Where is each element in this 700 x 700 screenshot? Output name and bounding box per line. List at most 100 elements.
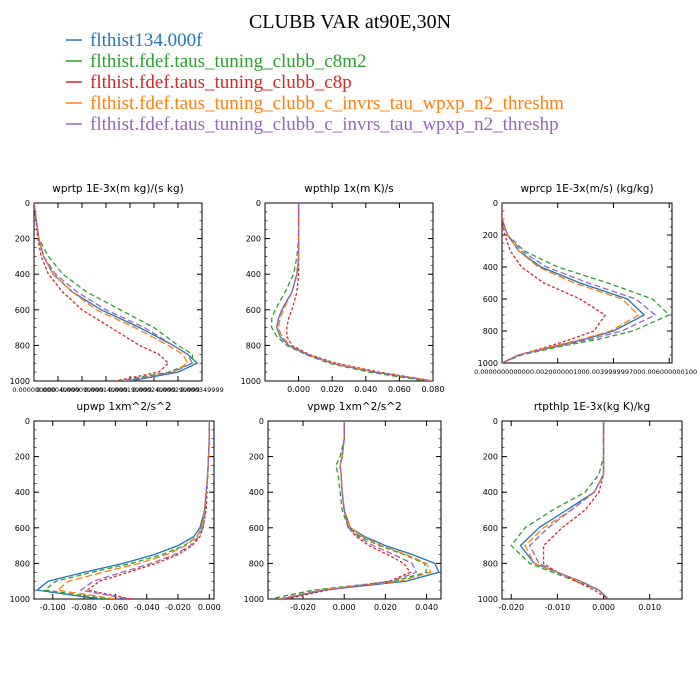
x-tick-label: -0.080: [71, 603, 97, 612]
y-tick-label: 400: [483, 488, 498, 497]
chart-panel: wpthlp 1x(m K)/s 0 200 400 600 800 1000 0.000 0.…: [241, 183, 445, 394]
x-tick-label: 0.000149999: [84, 386, 127, 394]
chart-panels: wprtp 1E-3x(m kg)/(s kg) 0 200 400 600 800 100…: [10, 183, 697, 612]
y-tick-label: 0: [259, 417, 264, 426]
x-tick-label: -0.040: [134, 603, 160, 612]
y-tick-label: 400: [483, 263, 498, 272]
y-tick-label: 400: [249, 488, 264, 497]
x-tick-label: -0.010: [544, 603, 570, 612]
series-line: [510, 421, 609, 599]
series-line: [502, 203, 657, 363]
legend: flthist134.000fflthist.fdef.taus_tuning_…: [66, 30, 564, 135]
y-tick-label: 600: [246, 306, 261, 315]
x-tick-label: 0.003999999700: [586, 368, 642, 376]
series-line: [276, 203, 433, 381]
y-tick-label: 800: [483, 559, 498, 568]
series-line: [55, 421, 210, 599]
legend-label: flthist.fdef.taus_tuning_clubb_c8m2: [90, 51, 367, 72]
y-tick-label: 200: [246, 235, 261, 244]
x-tick-label: 0.000: [592, 603, 615, 612]
y-tick-label: 1000: [478, 359, 498, 368]
panel-title: rtpthlp 1E-3x(kg K)/kg: [534, 401, 650, 413]
series-line: [43, 421, 210, 599]
plot-frame: [33, 202, 203, 382]
series-line: [282, 421, 418, 599]
y-tick-label: 600: [15, 524, 30, 533]
plot-frame: [501, 420, 683, 600]
y-tick-label: 400: [15, 270, 30, 279]
series-line: [34, 203, 194, 381]
y-tick-label: 600: [249, 524, 264, 533]
series-line: [79, 421, 210, 599]
legend-label: flthist.fdef.taus_tuning_clubb_c_invrs_t…: [90, 114, 559, 135]
x-tick-label: 0.000: [287, 385, 310, 394]
figure-title: CLUBB VAR at90E,30N: [249, 11, 451, 33]
x-tick-label: 0.000049999: [36, 386, 79, 394]
y-tick-label: 400: [15, 488, 30, 497]
y-tick-label: 600: [15, 306, 30, 315]
x-tick-label: 0.000: [198, 603, 221, 612]
y-tick-label: 800: [483, 327, 498, 336]
x-tick-label: 0.000199999: [108, 386, 151, 394]
panel-title: vpwp 1xm^2/s^2: [307, 401, 402, 413]
x-tick-label: 0.010: [638, 603, 661, 612]
series-line: [276, 203, 432, 381]
y-tick-label: 0: [493, 199, 498, 208]
series-line: [502, 203, 607, 363]
x-tick-label: 0.000000000: [12, 386, 55, 394]
y-tick-label: 0: [25, 417, 30, 426]
x-tick-label: 0.040: [415, 603, 438, 612]
panel-title: wprtp 1E-3x(m kg)/(s kg): [52, 183, 183, 195]
series-line: [34, 203, 189, 381]
series-line: [269, 421, 428, 599]
y-tick-label: 0: [25, 199, 30, 208]
y-tick-label: 1000: [10, 595, 30, 604]
x-tick-label: 0.002000000100: [530, 368, 586, 376]
legend-label: flthist134.000f: [90, 30, 203, 51]
chart-panel: wprtp 1E-3x(m kg)/(s kg) 0 200 400 600 800 100…: [10, 183, 224, 394]
chart-panel: upwp 1xm^2/s^2 0 200 400 600 800 1000 -0.100 -0.…: [10, 401, 221, 612]
y-tick-label: 400: [246, 270, 261, 279]
chart-panel: rtpthlp 1E-3x(kg K)/kg02004006008001000-…: [478, 401, 683, 612]
x-tick-label: -0.060: [102, 603, 128, 612]
y-tick-label: 200: [483, 231, 498, 240]
legend-label: flthist.fdef.taus_tuning_clubb_c_invrs_t…: [90, 93, 564, 114]
x-tick-label: 0.000000000000: [474, 368, 530, 376]
x-tick-label: 0.000249999: [132, 386, 175, 394]
y-tick-label: 600: [483, 295, 498, 304]
y-tick-label: 200: [15, 453, 30, 462]
y-tick-label: 1000: [244, 595, 264, 604]
series-line: [286, 421, 412, 599]
series-line: [524, 421, 609, 599]
panel-title: wprcp 1E-3x(m/s) (kg/kg): [520, 183, 653, 195]
x-tick-label: 0.000099999: [60, 386, 103, 394]
y-tick-label: 200: [483, 453, 498, 462]
series-line: [277, 203, 433, 381]
y-tick-label: 1000: [10, 377, 30, 386]
x-tick-label: 0.080: [422, 385, 445, 394]
y-tick-label: 200: [15, 235, 30, 244]
x-tick-label: 0.020: [374, 603, 397, 612]
series-line: [528, 421, 609, 599]
plot-frame: [33, 420, 215, 600]
chart-panel: wprcp 1E-3x(m/s) (kg/kg) 0 200 400 600 800 100…: [474, 183, 697, 376]
legend-label: flthist.fdef.taus_tuning_clubb_c8p: [90, 72, 352, 93]
panel-title: upwp 1xm^2/s^2: [77, 401, 172, 413]
series-line: [502, 203, 640, 363]
x-tick-label: -0.100: [40, 603, 66, 612]
x-tick-label: 0.006000000100: [641, 368, 697, 376]
x-tick-label: 0.040: [354, 385, 377, 394]
x-tick-label: -0.020: [498, 603, 524, 612]
x-tick-label: 0.020: [321, 385, 344, 394]
series-line: [34, 203, 170, 381]
y-tick-label: 800: [15, 341, 30, 350]
y-tick-label: 0: [493, 417, 498, 426]
y-tick-label: 800: [246, 341, 261, 350]
y-tick-label: 800: [249, 559, 264, 568]
y-tick-label: 200: [249, 453, 264, 462]
series-line: [271, 203, 427, 381]
plot-frame: [264, 202, 434, 382]
series-line: [34, 203, 199, 381]
series-line: [34, 203, 194, 381]
x-tick-label: 0.000299999: [156, 386, 199, 394]
